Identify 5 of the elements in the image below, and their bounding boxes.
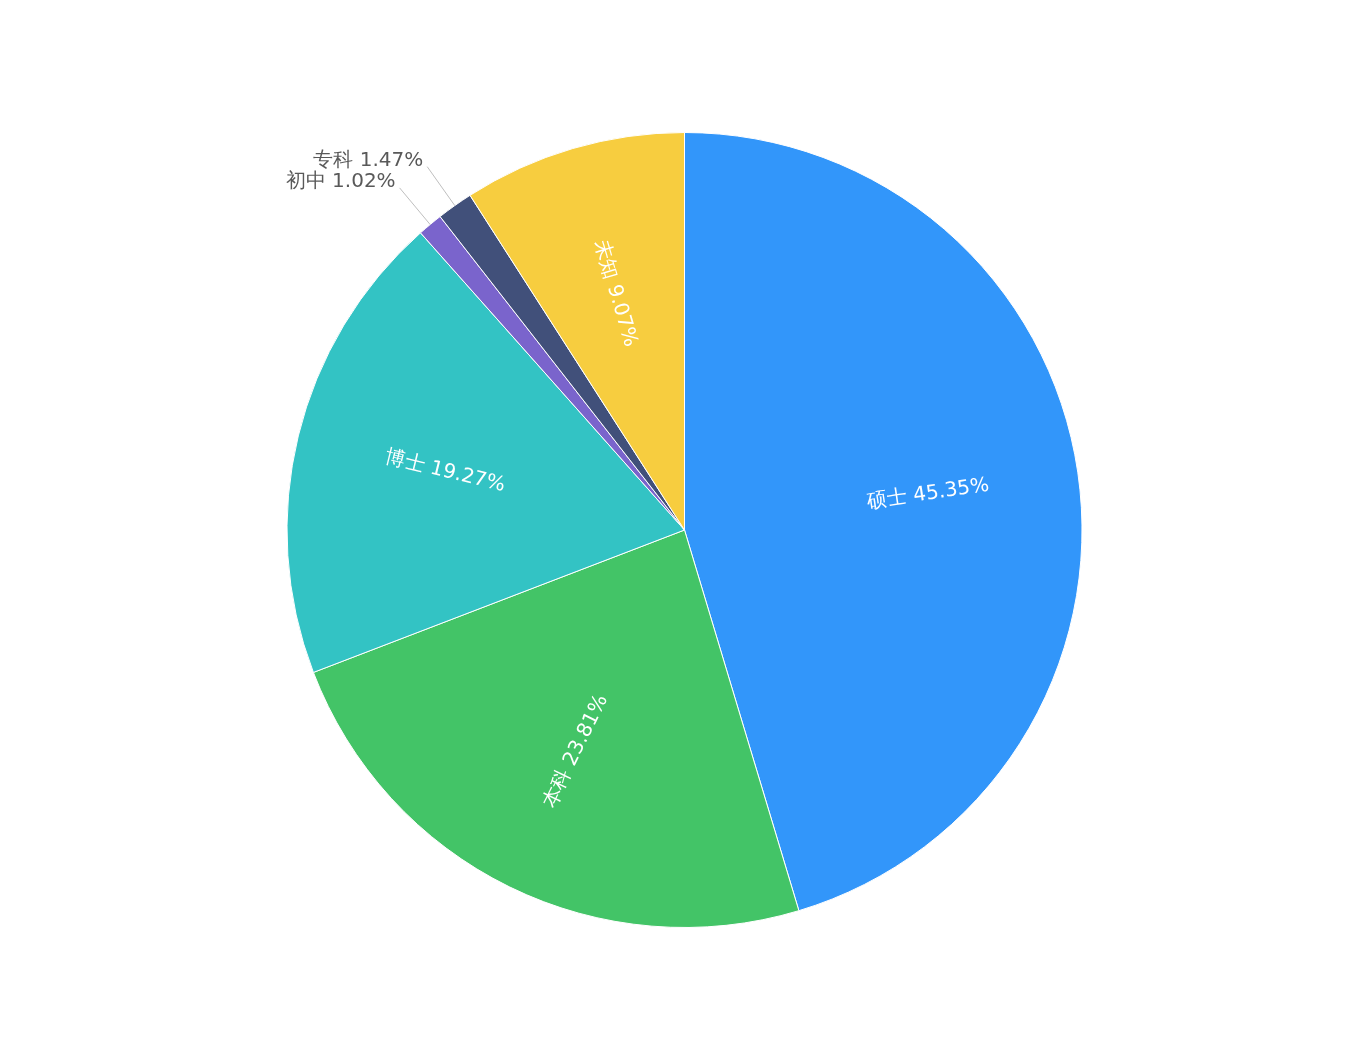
slice-label: 博士 19.27% [383,443,508,497]
slice-label: 专科 1.47% [313,146,424,171]
slice-label: 初中 1.02% [285,168,396,193]
slice-label: 硕士 45.35% [864,471,991,514]
slice-label: 未知 9.07% [589,236,644,350]
